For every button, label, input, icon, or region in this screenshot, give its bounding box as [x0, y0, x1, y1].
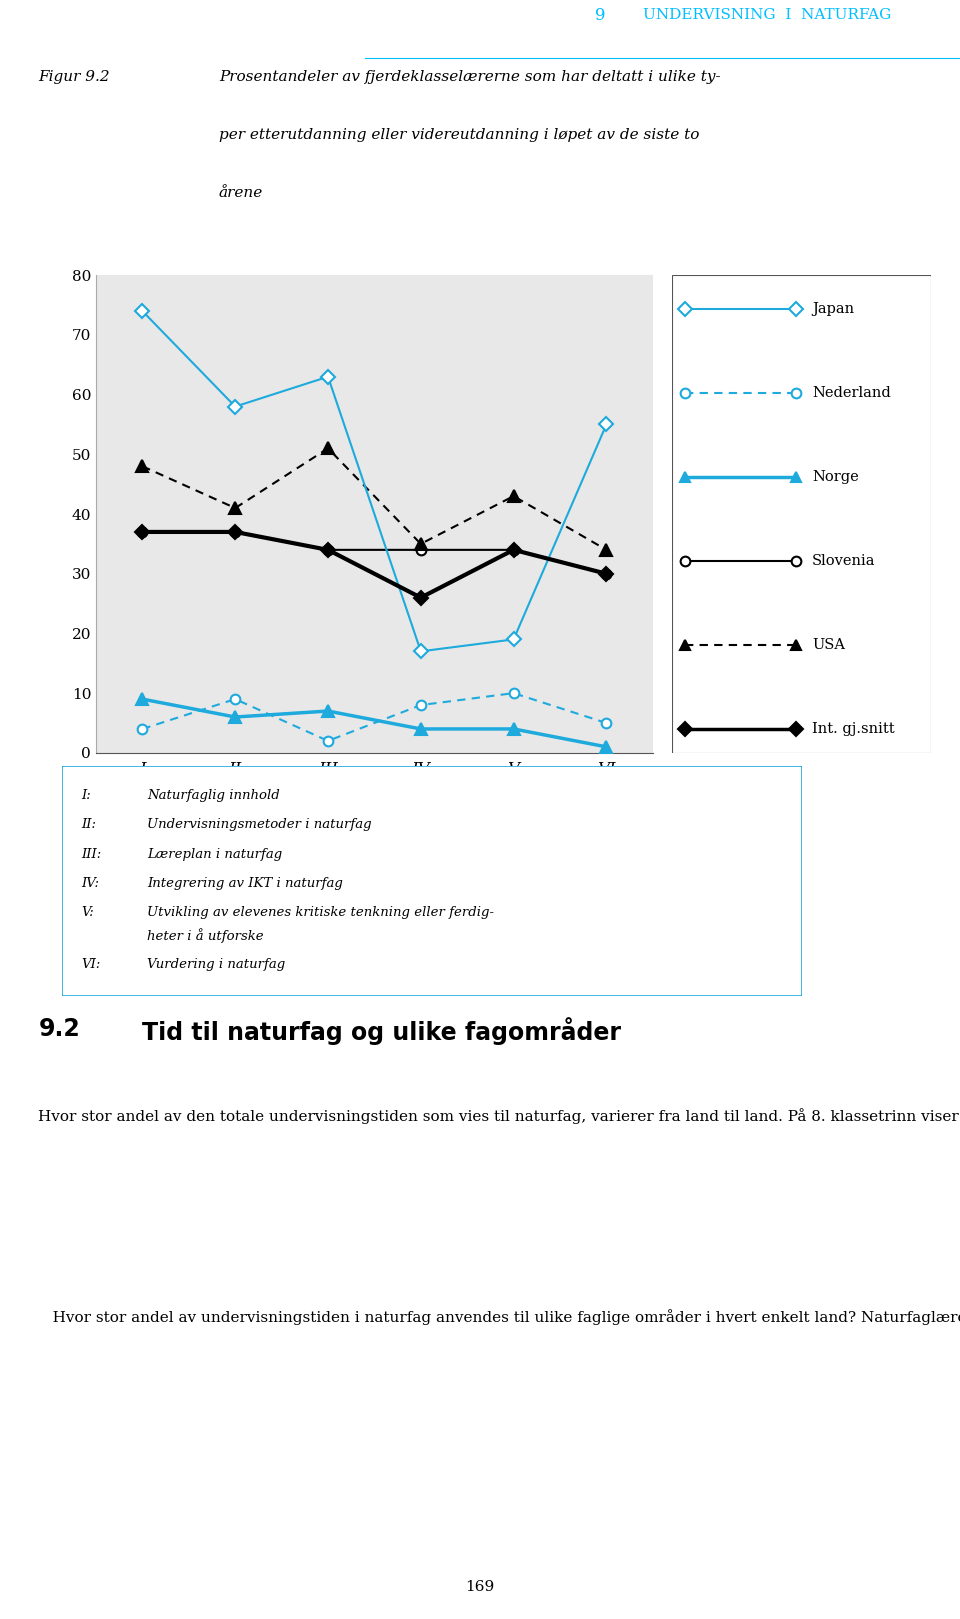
Text: 9: 9 — [595, 6, 606, 24]
Text: årene: årene — [219, 186, 263, 199]
Text: UNDERVISNING  I  NATURFAG: UNDERVISNING I NATURFAG — [643, 8, 892, 23]
Text: Undervisningsmetoder i naturfag: Undervisningsmetoder i naturfag — [148, 818, 372, 831]
Text: per etterutdanning eller videreutdanning i løpet av de siste to: per etterutdanning eller videreutdanning… — [219, 128, 699, 141]
Text: I:: I: — [81, 788, 90, 801]
Text: Prosentandeler av fjerdeklasselærerne som har deltatt i ulike ty-: Prosentandeler av fjerdeklasselærerne so… — [219, 70, 721, 84]
Text: Hvor stor andel av undervisningstiden i naturfag anvendes til ulike faglige områ: Hvor stor andel av undervisningstiden i … — [38, 1310, 960, 1326]
Text: Hvor stor andel av den totale undervisningstiden som vies til naturfag, varierer: Hvor stor andel av den totale undervisni… — [38, 1107, 960, 1124]
Text: IV:: IV: — [81, 877, 99, 890]
Text: 169: 169 — [466, 1580, 494, 1593]
Text: Læreplan i naturfag: Læreplan i naturfag — [148, 848, 282, 861]
Text: Norge: Norge — [812, 470, 858, 484]
Text: II:: II: — [81, 818, 96, 831]
Text: VI:: VI: — [81, 958, 100, 971]
Text: Tid til naturfag og ulike fagområder: Tid til naturfag og ulike fagområder — [142, 1017, 621, 1044]
Text: V:: V: — [81, 907, 94, 920]
Text: USA: USA — [812, 638, 845, 652]
Text: Japan: Japan — [812, 301, 854, 316]
Text: Figur 9.2: Figur 9.2 — [38, 70, 110, 84]
Text: 9.2: 9.2 — [38, 1017, 80, 1041]
Text: Slovenia: Slovenia — [812, 554, 876, 568]
Text: Integrering av IKT i naturfag: Integrering av IKT i naturfag — [148, 877, 344, 890]
Text: Int. gj.snitt: Int. gj.snitt — [812, 722, 895, 737]
Text: Nederland: Nederland — [812, 385, 891, 400]
Text: Naturfaglig innhold: Naturfaglig innhold — [148, 788, 280, 801]
Text: Utvikling av elevenes kritiske tenkning eller ferdig-: Utvikling av elevenes kritiske tenkning … — [148, 907, 494, 920]
Text: heter i å utforske: heter i å utforske — [148, 929, 264, 944]
Text: III:: III: — [81, 848, 101, 861]
Text: Vurdering i naturfag: Vurdering i naturfag — [148, 958, 286, 971]
